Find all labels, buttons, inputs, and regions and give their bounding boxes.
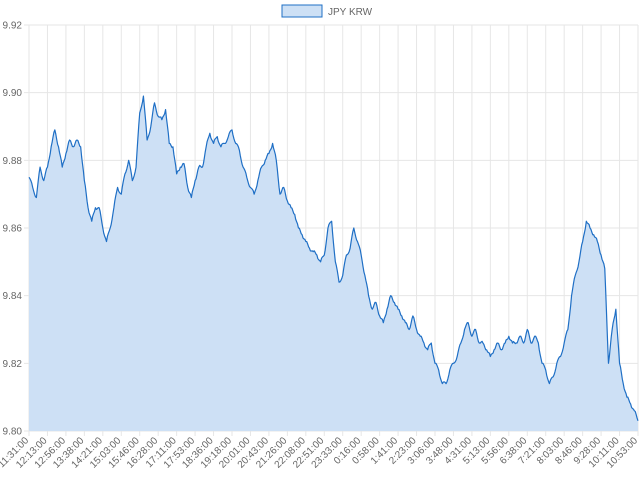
y-axis: 9.92 9.90 9.88 9.86 9.84 9.82 9.80 — [3, 21, 23, 438]
y-tick-label: 9.84 — [3, 291, 23, 302]
x-axis: 11:31:0012:13:0012:56:0013:38:0014:21:00… — [0, 435, 640, 471]
legend[interactable]: JPY KRW — [281, 4, 373, 18]
y-tick-label: 9.82 — [3, 359, 23, 370]
series-area-jpy-krw — [29, 96, 638, 432]
y-tick-label: 9.86 — [3, 224, 23, 235]
y-tick-label: 9.90 — [3, 88, 23, 99]
y-tick-label: 9.80 — [3, 427, 23, 438]
y-tick-label: 9.92 — [3, 21, 23, 32]
legend-swatch-jpy-krw[interactable] — [281, 4, 323, 18]
legend-label-jpy-krw[interactable]: JPY KRW — [328, 7, 373, 18]
series-layer — [28, 95, 639, 432]
y-tick-label: 9.88 — [3, 156, 23, 167]
series-line-jpy-krw — [28, 95, 639, 422]
